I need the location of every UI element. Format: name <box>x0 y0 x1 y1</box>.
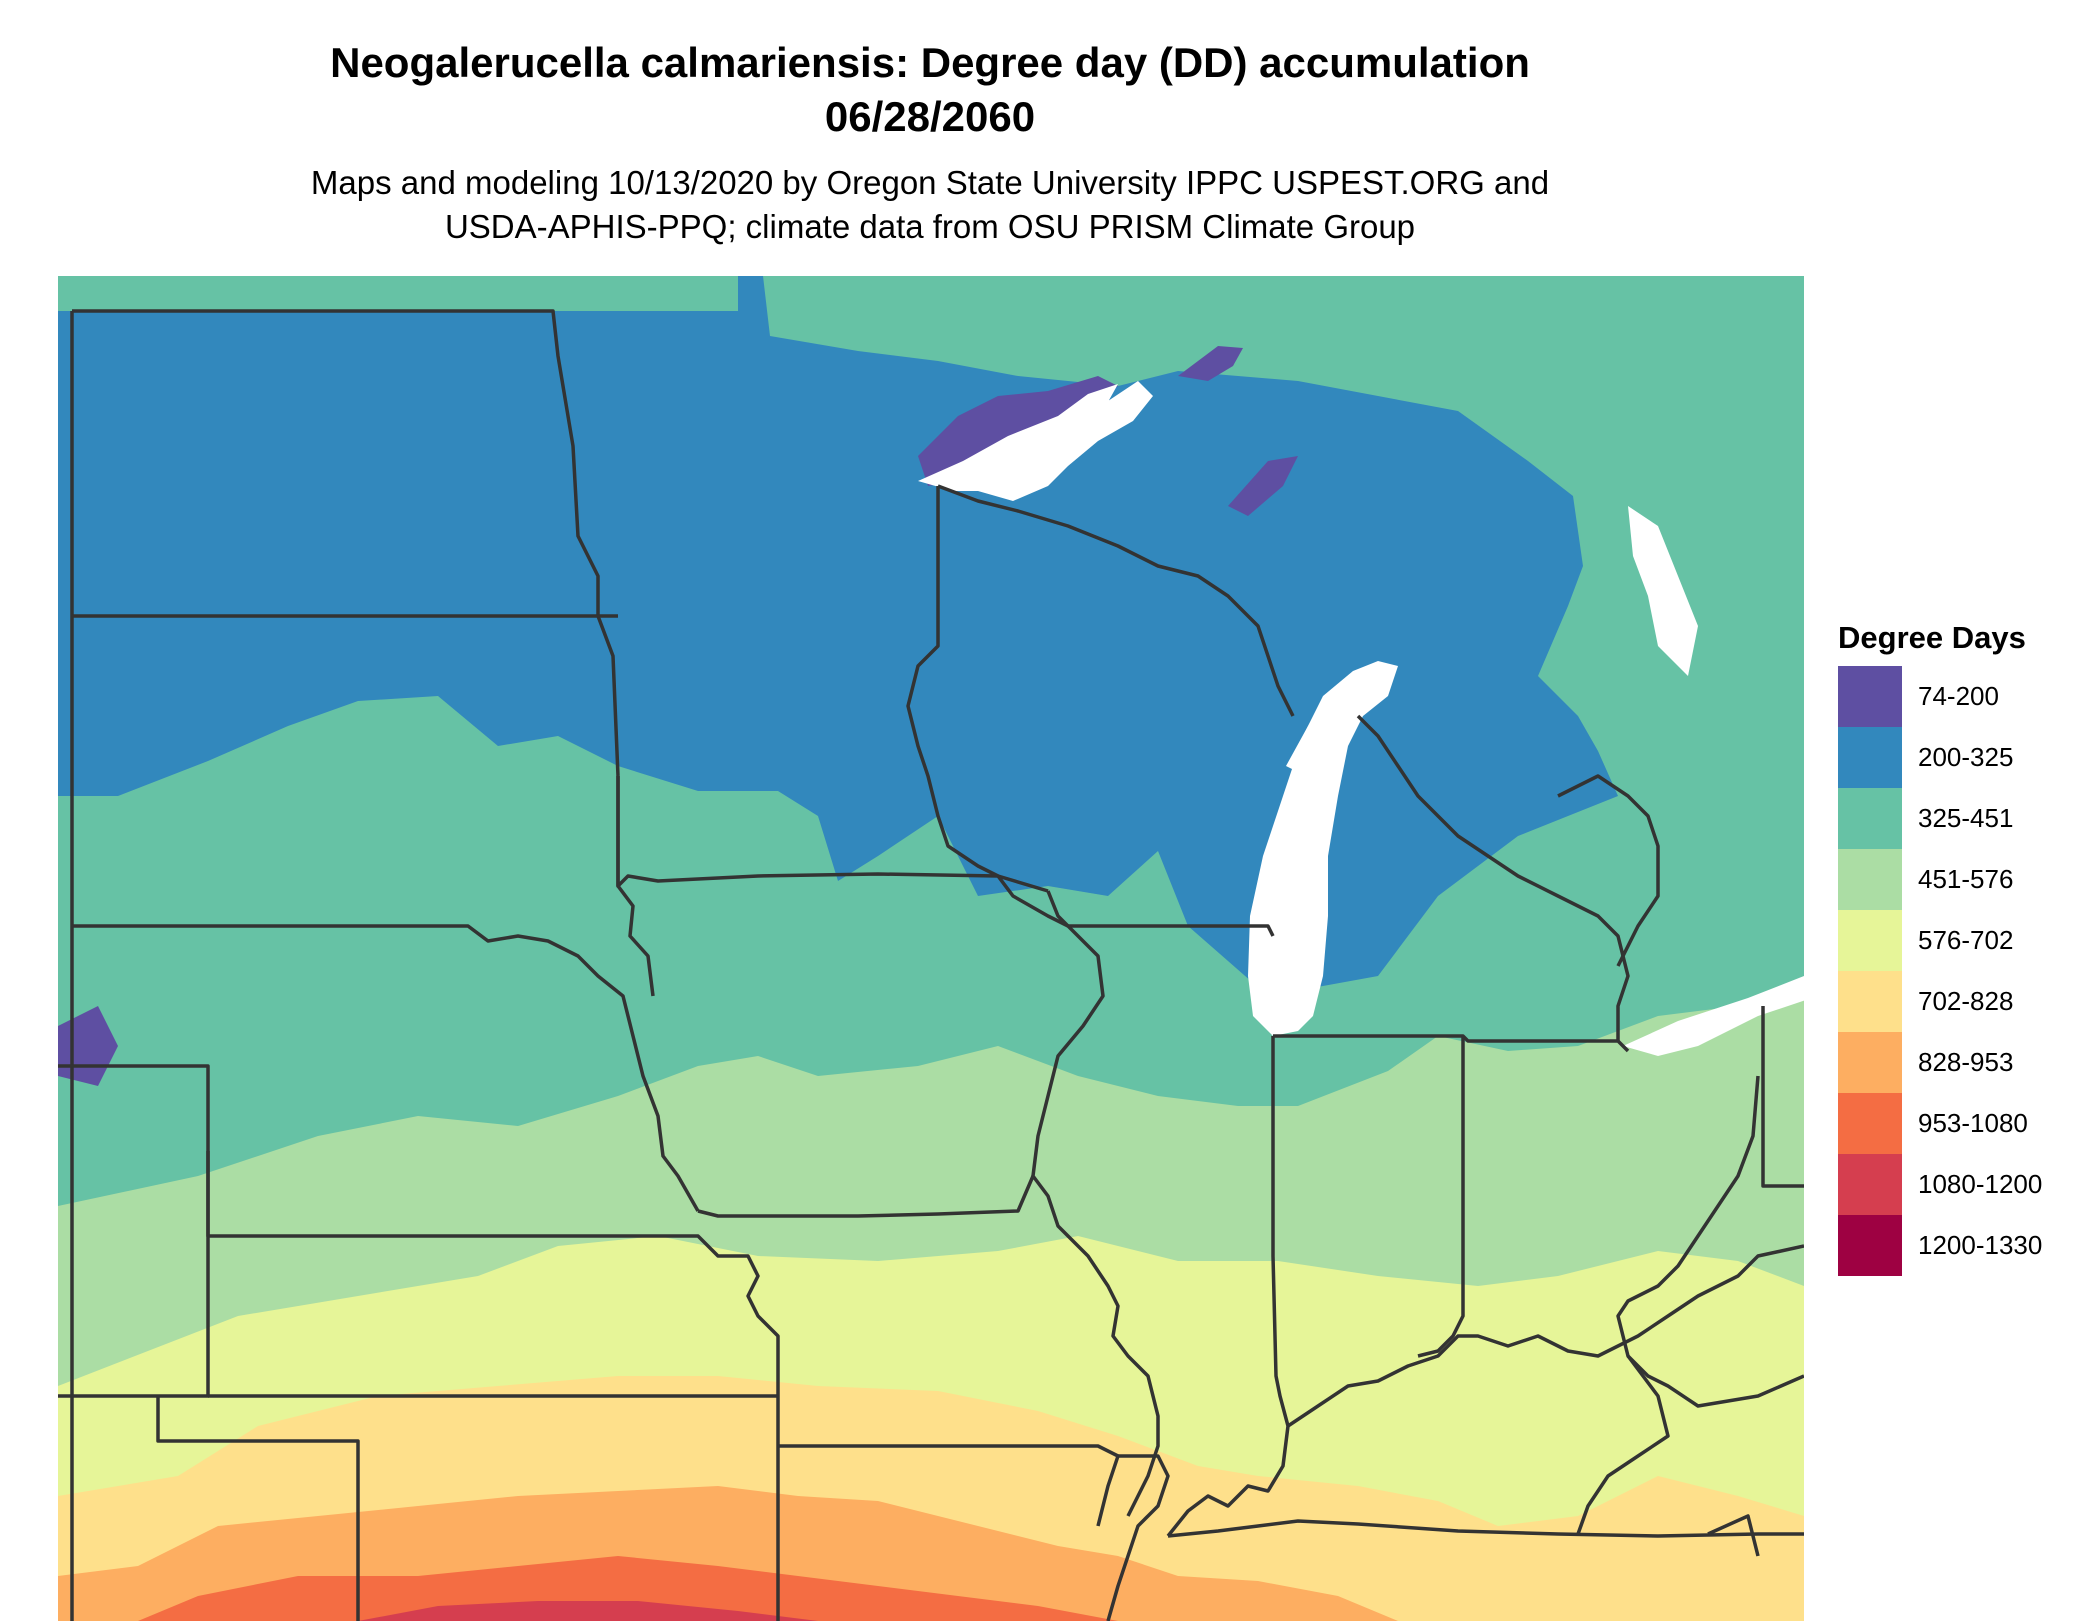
band-200-325 <box>58 276 1618 996</box>
border-mn-wi <box>906 486 1069 928</box>
lake-superior <box>918 381 1153 501</box>
border-sd-mn-lower <box>616 776 655 997</box>
border-co-ne <box>58 1064 210 1398</box>
legend-label: 953-1080 <box>1918 1108 2028 1138</box>
legend-swatch <box>1838 971 1902 1032</box>
border-ky-tn <box>1167 1519 1804 1538</box>
legend-label: 200-325 <box>1918 742 2014 772</box>
border-mi-lower-shore <box>1356 714 1630 1041</box>
legend-item: 1080-1200 <box>1838 1154 2088 1215</box>
legend-item: 325-451 <box>1838 788 2088 849</box>
border-tn-va <box>1707 1514 1760 1557</box>
legend-swatch <box>1838 727 1902 788</box>
green-bay <box>1286 706 1320 771</box>
border-wi-mi-up <box>937 484 1295 717</box>
border-ia-mo <box>697 1175 1035 1218</box>
legend-label: 1200-1330 <box>1918 1230 2043 1260</box>
legend-item: 702-828 <box>1838 971 2088 1032</box>
legend-item: 1200-1330 <box>1838 1215 2088 1276</box>
legend-swatch <box>1838 666 1902 727</box>
legend-swatch <box>1838 849 1902 910</box>
legend-item: 200-325 <box>1838 727 2088 788</box>
legend-swatch <box>1838 1032 1902 1093</box>
legend-swatch <box>1838 788 1902 849</box>
credit-line-1: Maps and modeling 10/13/2020 by Oregon S… <box>310 164 1550 201</box>
legend-items: 74-200 200-325 325-451 451-576 576-702 702-82… <box>1838 666 2088 1276</box>
band-1080-1200 <box>358 1601 818 1621</box>
legend-label: 451-576 <box>1918 864 2014 894</box>
band-74-200-keweenaw <box>1178 346 1243 381</box>
legend-item: 576-702 <box>1838 910 2088 971</box>
legend-label: 828-953 <box>1918 1047 2014 1077</box>
legend-item: 953-1080 <box>1838 1093 2088 1154</box>
legend-label: 1080-1200 <box>1918 1169 2043 1199</box>
legend-item: 828-953 <box>1838 1032 2088 1093</box>
border-in-oh-mi <box>1273 1034 1630 1053</box>
border-ky-north <box>1287 1244 1804 1428</box>
map-title: Neogalerucella calmariensis: Degree day … <box>330 39 1530 86</box>
legend-label: 325-451 <box>1918 803 2014 833</box>
credit-line-2: USDA-APHIS-PPQ; climate data from OSU PR… <box>444 208 1416 245</box>
lake-michigan <box>1248 661 1398 1036</box>
band-74-200-upper <box>1228 456 1298 516</box>
legend-swatch <box>1838 1154 1902 1215</box>
border-oh-wv <box>1616 1075 1804 1408</box>
border-sd-ne <box>72 924 700 1212</box>
border-in-oh <box>1417 1036 1465 1358</box>
border-ia-wi-il <box>1031 890 1160 1517</box>
border-ky-east <box>1576 1354 1670 1535</box>
border-wi-il <box>1068 924 1275 937</box>
border-il-in <box>1166 1036 1290 1538</box>
map-date: 06/28/2060 <box>824 93 1036 140</box>
legend-item: 451-576 <box>1838 849 2088 910</box>
border-ne-ks <box>206 1151 780 1621</box>
legend-swatch <box>1838 910 1902 971</box>
border-nd-mn <box>72 309 620 777</box>
legend-label: 702-828 <box>1918 986 2014 1016</box>
lakes <box>918 276 1804 1056</box>
legend-label: 74-200 <box>1918 681 1999 711</box>
border-oh-pa <box>1761 1006 1804 1188</box>
border-mo-southeast <box>1106 1454 1170 1621</box>
band-953-1080 <box>138 1556 1118 1621</box>
legend: Degree Days 74-200 200-325 325-451 451-576 5… <box>1838 618 2088 1276</box>
lake-huron-edge <box>1628 506 1698 676</box>
legend-label: 576-702 <box>1918 925 2014 955</box>
map-canvas <box>58 276 1804 1621</box>
state-borders <box>58 309 1804 1621</box>
legend-swatch <box>1838 1093 1902 1154</box>
degree-day-map <box>58 276 1804 1621</box>
legend-title: Degree Days <box>1838 620 2026 655</box>
legend-item: 74-200 <box>1838 666 2088 727</box>
legend-swatch <box>1838 1215 1902 1276</box>
border-mi-thumb <box>1557 774 1660 967</box>
degree-day-bands <box>58 276 1804 1621</box>
border-ok-panhandle <box>156 1396 360 1621</box>
